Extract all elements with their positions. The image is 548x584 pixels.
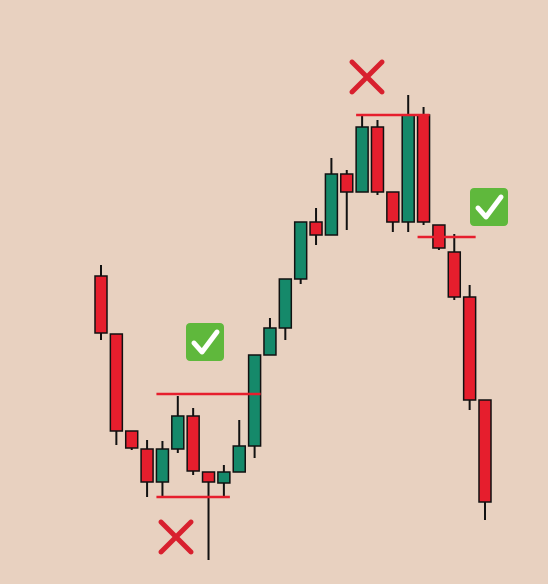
check-icon	[470, 188, 508, 226]
candle-body	[109, 333, 124, 432]
candle-body	[386, 191, 400, 223]
candle-body	[309, 221, 323, 236]
candles	[94, 95, 492, 560]
cross-icon	[349, 59, 385, 95]
candle-body	[247, 354, 262, 447]
candle-body	[278, 278, 293, 329]
candle-body	[263, 327, 277, 356]
candle-body	[293, 221, 308, 280]
candle-body	[94, 275, 108, 334]
candle-body	[186, 415, 200, 472]
check-icon	[186, 323, 224, 361]
candle-body	[340, 173, 354, 193]
candle-body	[324, 173, 339, 236]
cross-icon	[158, 519, 194, 555]
candle-body	[355, 126, 369, 193]
candle-body	[416, 114, 431, 223]
candle-body	[370, 126, 385, 193]
candle-body	[462, 296, 477, 401]
candle-body	[171, 415, 185, 450]
candle-body	[140, 448, 154, 483]
candle-body	[401, 114, 415, 223]
candle-body	[124, 430, 139, 449]
candle-body	[478, 399, 492, 503]
candle-body	[232, 445, 246, 473]
candle-body	[201, 471, 216, 483]
candle-body	[155, 448, 170, 483]
candle-body	[447, 251, 462, 298]
candle-body	[217, 471, 231, 484]
